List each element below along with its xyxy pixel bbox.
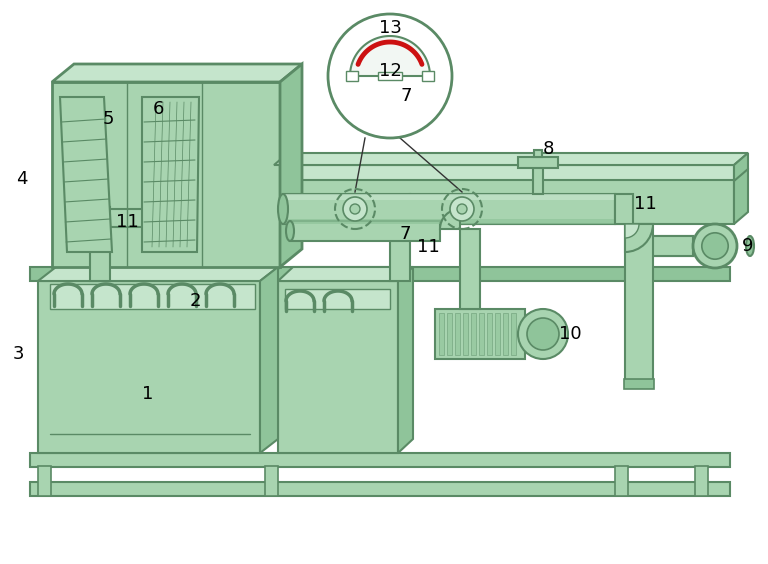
Bar [422, 71, 434, 81]
Bar [471, 313, 476, 355]
Polygon shape [350, 36, 430, 76]
Bar [447, 313, 452, 355]
Bar [534, 150, 542, 157]
Bar [533, 164, 543, 194]
Bar [463, 313, 468, 355]
Polygon shape [280, 64, 302, 267]
Polygon shape [734, 153, 748, 181]
Text: 7: 7 [399, 225, 411, 243]
Bar [495, 313, 500, 355]
Text: 1: 1 [142, 385, 154, 403]
Wedge shape [390, 194, 410, 214]
Circle shape [350, 204, 360, 214]
Circle shape [702, 233, 728, 259]
Bar [435, 309, 525, 359]
Bar [615, 466, 628, 496]
Bar [50, 284, 255, 309]
Text: 2: 2 [189, 292, 200, 310]
Bar [274, 165, 734, 181]
Circle shape [457, 204, 467, 214]
Bar [90, 221, 110, 281]
Bar [38, 466, 51, 496]
Bar [346, 71, 358, 81]
Bar [518, 157, 558, 168]
Bar [30, 267, 730, 281]
Bar [378, 72, 402, 80]
Bar [30, 482, 730, 496]
Bar [110, 209, 170, 227]
Text: 12: 12 [379, 62, 402, 80]
Polygon shape [260, 267, 278, 453]
Bar [624, 379, 654, 389]
Text: 11: 11 [634, 195, 657, 213]
Text: 11: 11 [116, 213, 138, 231]
Text: 11: 11 [416, 238, 439, 256]
Text: 4: 4 [16, 170, 28, 188]
Bar [460, 229, 480, 309]
Bar [278, 281, 398, 453]
Bar [390, 206, 410, 281]
Polygon shape [734, 168, 748, 224]
Ellipse shape [278, 194, 288, 224]
Bar [439, 313, 444, 355]
Polygon shape [38, 267, 278, 281]
Text: 3: 3 [12, 345, 24, 363]
Text: 10: 10 [558, 325, 581, 343]
Text: 8: 8 [542, 140, 554, 158]
Circle shape [450, 197, 474, 221]
Bar [410, 206, 470, 224]
Circle shape [527, 318, 559, 350]
Bar [479, 313, 484, 355]
Bar [290, 221, 440, 241]
Ellipse shape [746, 236, 754, 256]
Bar [615, 194, 633, 224]
Text: 6: 6 [152, 100, 164, 118]
Circle shape [328, 14, 452, 138]
Text: 7: 7 [400, 87, 412, 105]
Bar [52, 82, 280, 267]
Wedge shape [625, 224, 653, 252]
Polygon shape [398, 267, 413, 453]
Polygon shape [52, 64, 302, 82]
Bar [283, 194, 615, 200]
Bar [265, 466, 278, 496]
Bar [274, 180, 734, 224]
Polygon shape [142, 97, 199, 252]
Bar [503, 313, 508, 355]
Wedge shape [440, 209, 460, 229]
Text: 13: 13 [379, 19, 402, 37]
Bar [283, 194, 615, 224]
Ellipse shape [286, 221, 294, 241]
Bar [640, 236, 693, 256]
Bar [638, 236, 693, 256]
Polygon shape [274, 153, 748, 165]
Bar [625, 224, 653, 384]
Bar [38, 281, 260, 453]
Polygon shape [60, 97, 112, 252]
Wedge shape [90, 207, 110, 227]
Bar [285, 289, 390, 309]
Circle shape [693, 224, 737, 268]
Bar [283, 219, 615, 224]
Circle shape [343, 197, 367, 221]
Bar [455, 313, 460, 355]
Bar [487, 313, 492, 355]
Bar [695, 466, 708, 496]
Text: 9: 9 [742, 237, 753, 255]
Wedge shape [625, 224, 639, 238]
Bar [30, 453, 730, 467]
Text: 5: 5 [102, 110, 114, 128]
Bar [511, 313, 516, 355]
Polygon shape [278, 267, 413, 281]
Circle shape [518, 309, 568, 359]
